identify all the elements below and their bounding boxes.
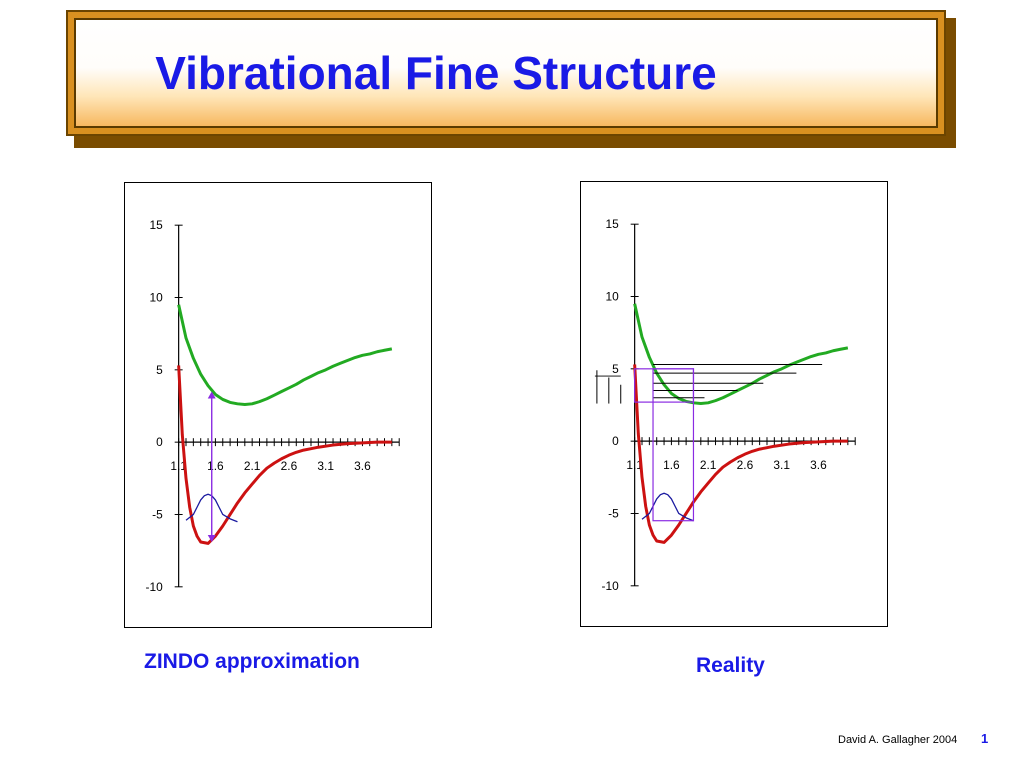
page-number: 1 [981, 731, 989, 746]
transition-arrow-head-down [207, 535, 216, 542]
slide-title: Vibrational Fine Structure [155, 47, 717, 99]
y-tick-label: 0 [612, 434, 619, 448]
title-banner: Vibrational Fine Structure [66, 10, 946, 136]
chart-zindo-svg: 15 10 5 0 -5 -10 1.1 1.6 2.1 2.6 3.1 3.6 [146, 218, 400, 594]
x-tick-label: 1.6 [207, 459, 224, 473]
y-tick-label: -10 [146, 580, 164, 594]
x-tick-label: 3.6 [354, 459, 371, 473]
wavefunction-curve [641, 492, 694, 522]
y-tick-label: 15 [606, 217, 620, 231]
x-tick-label: 3.1 [773, 458, 790, 472]
footer-credit: David A. Gallagher 2004 [838, 734, 958, 746]
x-tick-label: 1.1 [626, 458, 643, 472]
x-tick-label: 3.1 [317, 459, 334, 473]
x-tick-label: 2.6 [281, 459, 298, 473]
excited-state-curve [177, 304, 393, 406]
chart-reality-svg: 15 10 5 0 -5 -10 1.1 1.6 2.1 2.6 3.1 3.6 [594, 217, 856, 593]
x-tick-label: 2.1 [700, 458, 717, 472]
x-tick-label: 3.6 [810, 458, 827, 472]
caption-reality: Reality [696, 654, 765, 677]
chart-zindo-approximation: 15 10 5 0 -5 -10 1.1 1.6 2.1 2.6 3.1 3.6 [124, 182, 432, 628]
x-tick-label: 1.1 [170, 459, 187, 473]
ground-state-curve [177, 365, 392, 545]
y-tick-label: -10 [602, 579, 620, 593]
excited-state-curve [633, 303, 849, 405]
x-tick-label: 2.1 [244, 459, 261, 473]
x-tick-label: 2.6 [737, 458, 754, 472]
y-tick-label: 10 [606, 289, 620, 303]
y-tick-label: 0 [156, 435, 163, 449]
y-tick-label: 15 [150, 218, 164, 232]
y-tick-label: -5 [152, 507, 163, 521]
wavefunction-curve [185, 493, 238, 523]
x-tick-label: 1.6 [663, 458, 680, 472]
y-tick-label: 10 [150, 290, 164, 304]
y-tick-label: 5 [156, 363, 163, 377]
transition-arrow-head-up [207, 391, 216, 399]
transition-box [652, 368, 695, 522]
ground-state-curve [633, 364, 848, 544]
y-tick-label: 5 [612, 362, 619, 376]
caption-zindo-approximation: ZINDO approximation [144, 650, 360, 673]
y-tick-label: -5 [608, 506, 619, 520]
chart-reality: 15 10 5 0 -5 -10 1.1 1.6 2.1 2.6 3.1 3.6 [580, 181, 888, 627]
title-banner-inner: Vibrational Fine Structure [74, 18, 938, 128]
